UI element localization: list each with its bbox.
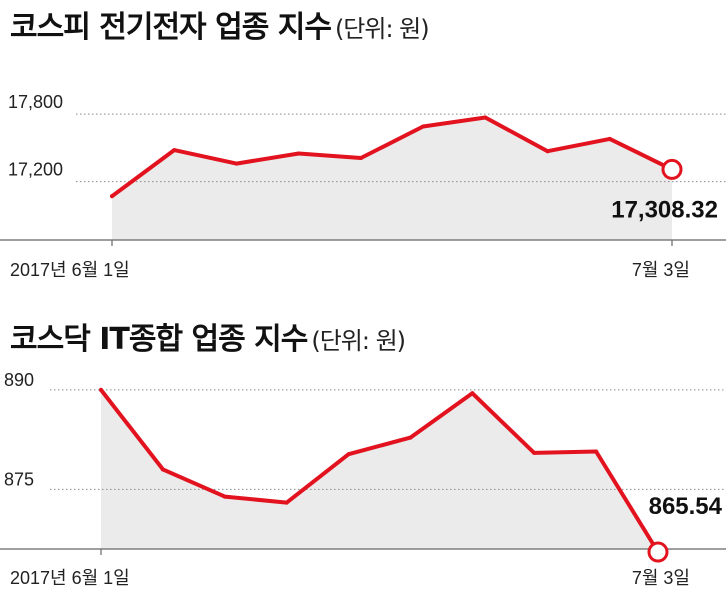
data-point xyxy=(172,148,177,153)
data-point xyxy=(594,449,599,454)
data-point xyxy=(483,115,488,120)
last-point-marker xyxy=(647,541,669,563)
data-point xyxy=(421,124,426,129)
data-point xyxy=(470,391,475,396)
chart-unit: (단위: 원) xyxy=(334,15,430,43)
data-point xyxy=(346,452,351,457)
data-point xyxy=(160,467,165,472)
x-tick-label: 7월 3일 xyxy=(632,568,690,588)
y-tick-label: 17,200 xyxy=(8,160,63,180)
data-point xyxy=(222,494,227,499)
series-line xyxy=(110,115,674,199)
last-value-label: 865.54 xyxy=(649,493,723,520)
data-point xyxy=(408,435,413,440)
data-point xyxy=(358,155,363,160)
chart-unit: (단위: 원) xyxy=(311,327,406,355)
data-point xyxy=(607,136,612,141)
data-point xyxy=(545,149,550,154)
data-point xyxy=(296,151,301,156)
kospi-line-chart: 17,200 17,800 2017년 6월 1일 7월 3일 17,308.32 xyxy=(0,92,726,280)
y-tick-label: 17,800 xyxy=(8,92,63,112)
x-tick-label: 2017년 6월 1일 xyxy=(10,568,130,588)
kosdaq-title-row: 코스닥 IT종합 업종 지수 (단위: 원) xyxy=(10,314,406,358)
chart-title: 코스닥 IT종합 업종 지수 xyxy=(10,322,308,357)
last-point-marker xyxy=(661,158,683,180)
data-point xyxy=(110,194,114,199)
data-point xyxy=(234,161,239,166)
kosdaq-chart-panel: 코스닥 IT종합 업종 지수 (단위: 원) 875 890 2017년 6월 1일 7… xyxy=(0,312,726,600)
y-tick-label: 875 xyxy=(4,469,34,489)
kospi-title-row: 코스피 전기전자 업종 지수 (단위: 원) xyxy=(10,2,430,46)
data-point xyxy=(99,387,103,392)
kospi-chart-panel: 코스피 전기전자 업종 지수 (단위: 원) 17,200 17,800 2017년 … xyxy=(0,0,726,290)
kosdaq-line-chart: 875 890 2017년 6월 1일 7월 3일 865.54 xyxy=(0,370,726,588)
last-value-label: 17,308.32 xyxy=(611,196,718,223)
y-tick-label: 890 xyxy=(4,370,34,390)
area-fill xyxy=(101,389,658,552)
x-tick-label: 7월 3일 xyxy=(632,260,690,280)
area-fill xyxy=(112,117,672,240)
data-point xyxy=(284,500,289,505)
x-tick-label: 2017년 6월 1일 xyxy=(10,260,130,280)
data-point xyxy=(532,450,537,455)
series-line xyxy=(99,387,660,554)
chart-title: 코스피 전기전자 업종 지수 xyxy=(10,10,332,45)
